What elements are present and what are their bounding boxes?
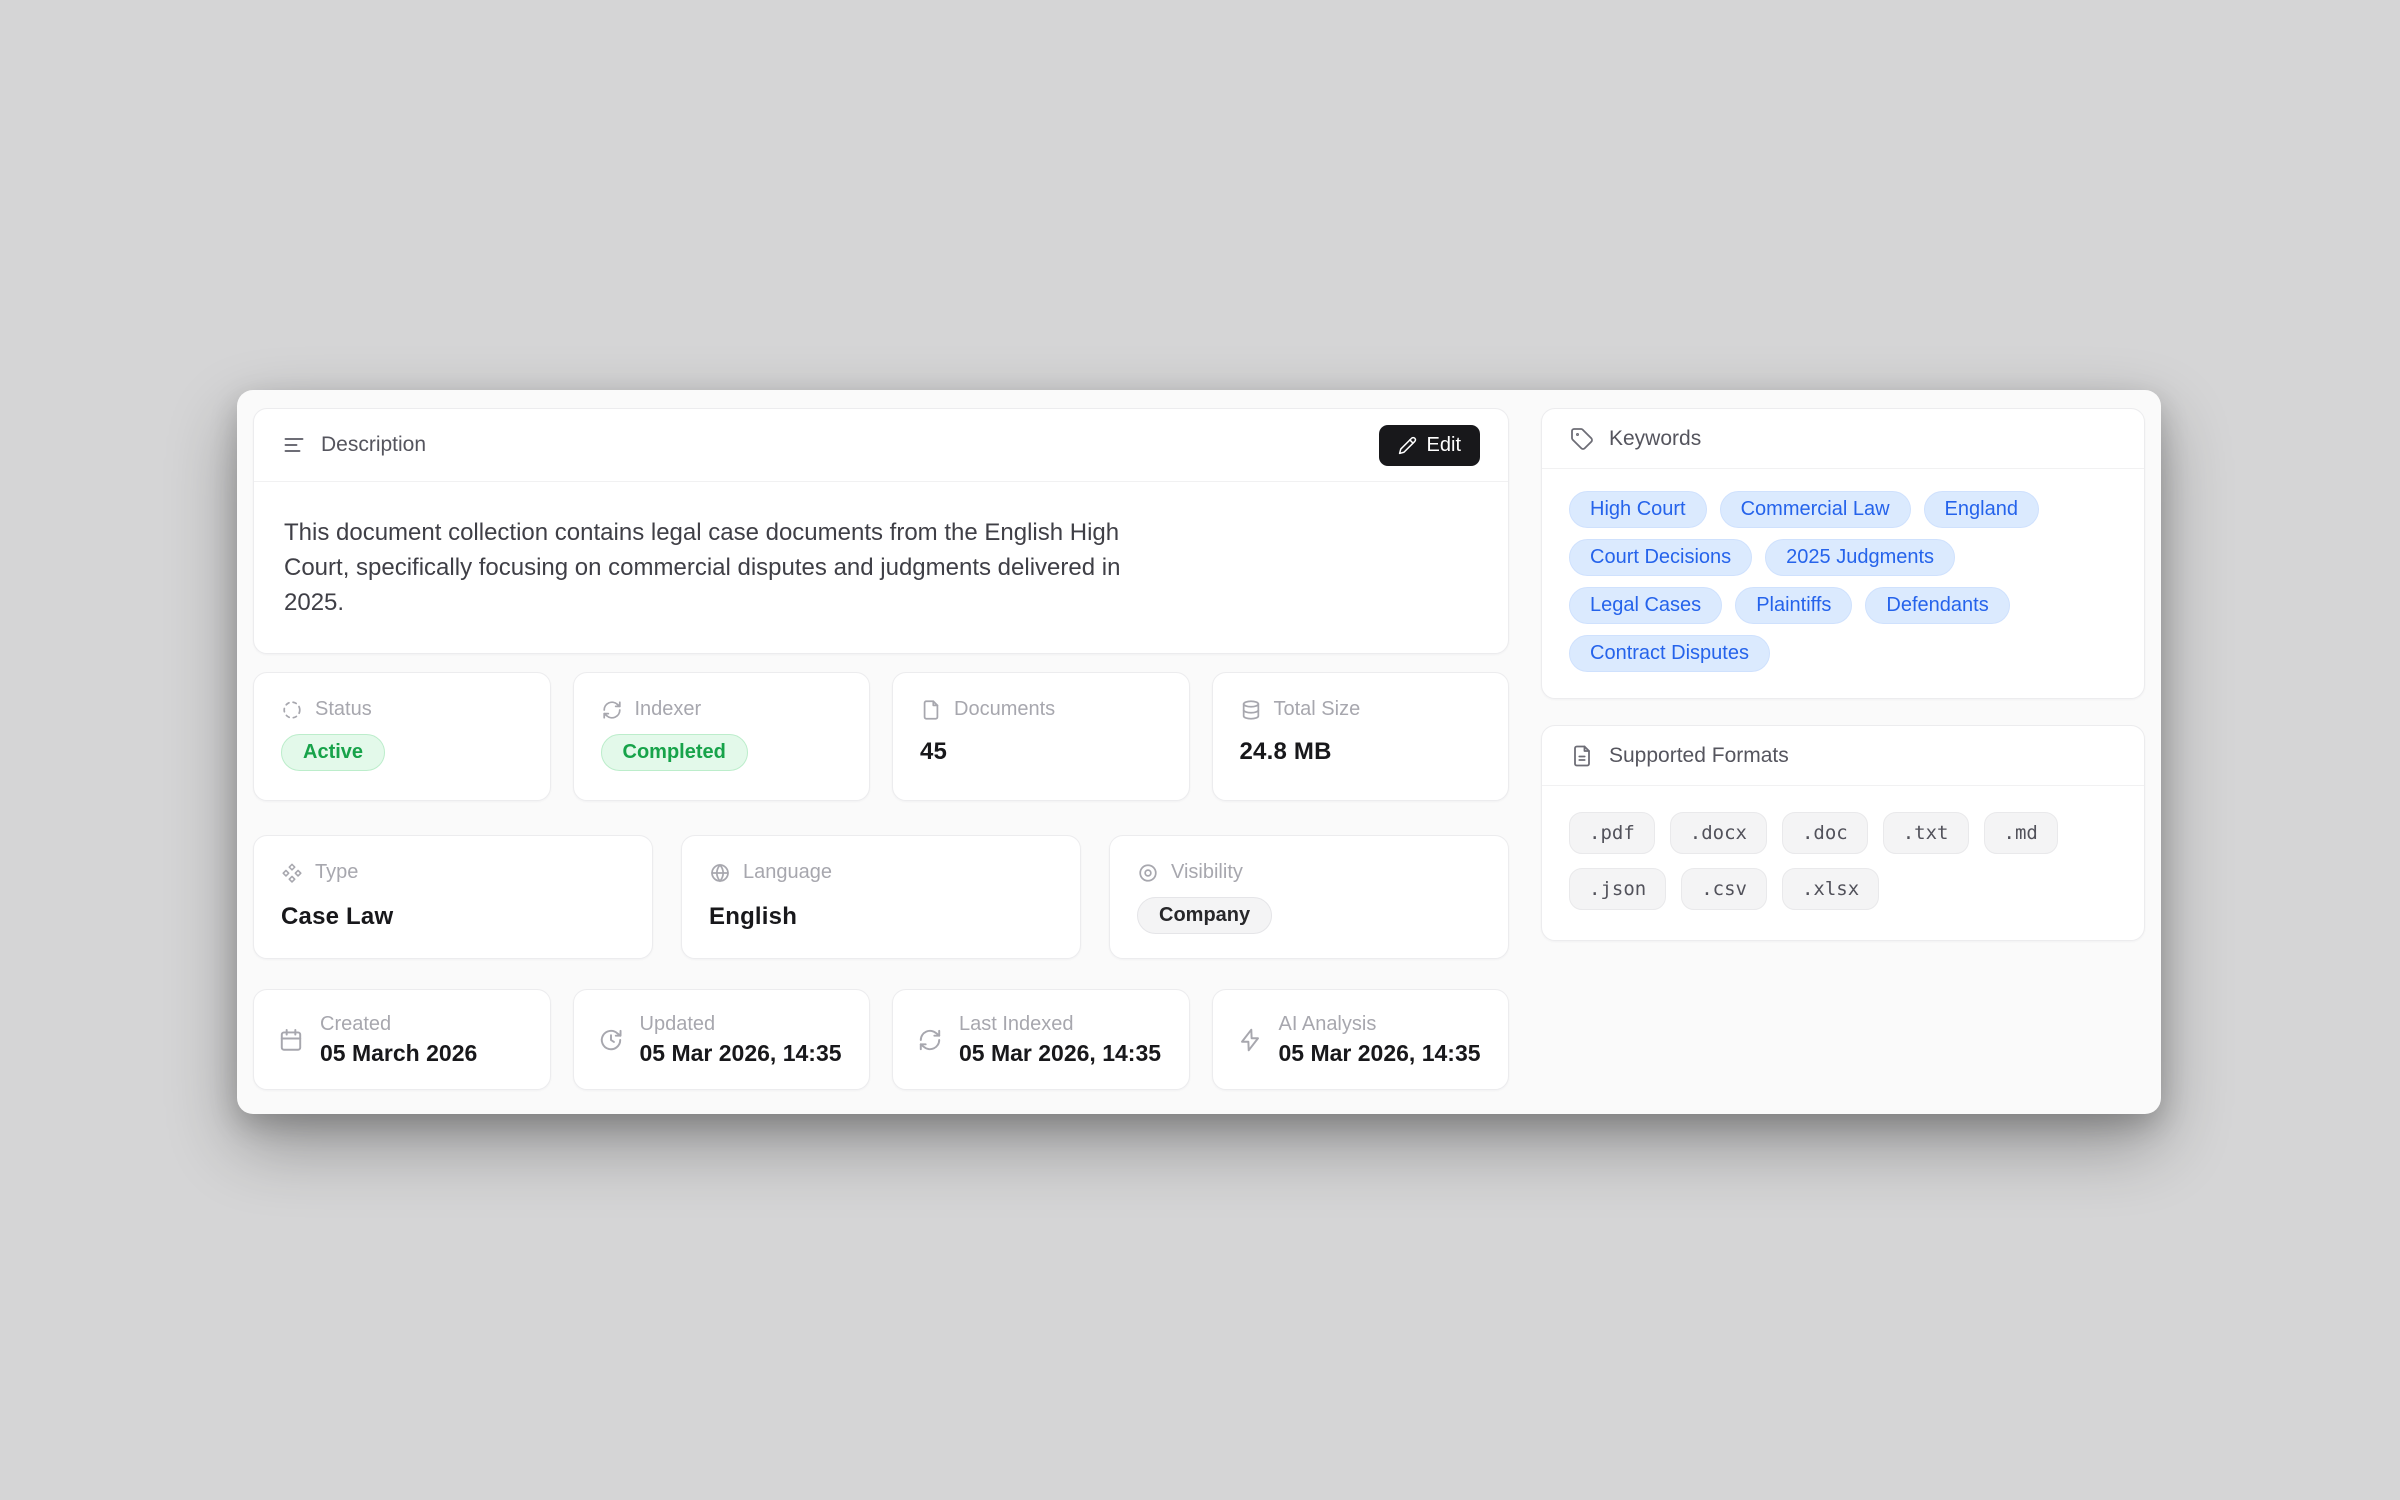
diamonds-icon: [281, 862, 303, 884]
clock-arrow-icon: [598, 1027, 624, 1053]
total-size-value: 24.8 MB: [1239, 738, 1332, 765]
globe-icon: [709, 862, 731, 884]
updated-value: 05 Mar 2026, 14:35: [639, 1039, 842, 1066]
total-size-label: Total Size: [1273, 698, 1361, 720]
collection-details-panel: Description Edit This document collectio…: [237, 390, 2161, 1114]
keywords-title: Keywords: [1609, 426, 1702, 450]
keyword-tag: Court Decisions: [1569, 539, 1753, 576]
stats-row: Status Active Indexer Completed: [253, 672, 1509, 801]
status-card: Status Active: [253, 672, 551, 801]
total-size-card: Total Size 24.8 MB: [1211, 672, 1509, 801]
format-tag: .xlsx: [1781, 868, 1880, 910]
pencil-icon: [1398, 436, 1417, 455]
refresh-icon: [917, 1027, 943, 1053]
language-value: English: [709, 903, 798, 930]
documents-card: Documents 45: [892, 672, 1190, 801]
description-body: This document collection contains legal …: [254, 482, 1508, 653]
supported-formats-title: Supported Formats: [1609, 743, 1789, 767]
file-icon: [920, 699, 942, 721]
last-indexed-card: Last Indexed 05 Mar 2026, 14:35: [892, 989, 1190, 1090]
created-label: Created: [320, 1012, 392, 1035]
keyword-tag: England: [1923, 491, 2039, 528]
description-title: Description: [321, 433, 427, 456]
format-tag: .txt: [1882, 812, 1969, 854]
description-header: Description Edit: [254, 409, 1508, 482]
updated-label: Updated: [639, 1012, 716, 1035]
last-indexed-value: 05 Mar 2026, 14:35: [959, 1039, 1162, 1066]
format-tag: .doc: [1781, 812, 1868, 854]
status-label: Status: [315, 698, 372, 720]
type-label: Type: [315, 861, 359, 883]
last-indexed-label: Last Indexed: [959, 1012, 1074, 1035]
file-text-icon: [1570, 744, 1594, 768]
concentric-circles-icon: [1137, 862, 1159, 884]
visibility-label: Visibility: [1171, 861, 1243, 883]
status-badge: Active: [281, 734, 386, 771]
attributes-row: Type Case Law Language English: [253, 835, 1509, 959]
format-tag: .csv: [1681, 868, 1767, 910]
language-label: Language: [743, 861, 832, 883]
ai-analysis-card: AI Analysis 05 Mar 2026, 14:35: [1211, 989, 1509, 1090]
type-value: Case Law: [281, 903, 394, 930]
database-icon: [1240, 699, 1262, 721]
documents-count: 45: [920, 738, 948, 765]
indexer-label: Indexer: [634, 698, 702, 720]
keyword-tag: 2025 Judgments: [1765, 539, 1956, 576]
edit-button[interactable]: Edit: [1378, 424, 1480, 466]
type-card: Type Case Law: [253, 835, 653, 959]
ai-analysis-value: 05 Mar 2026, 14:35: [1278, 1039, 1481, 1066]
keyword-tag: Legal Cases: [1569, 587, 1723, 624]
format-tag: .pdf: [1569, 812, 1655, 854]
details-column: Description Edit This document collectio…: [253, 408, 1509, 1092]
tag-icon: [1570, 427, 1594, 451]
text-lines-icon: [282, 433, 306, 457]
format-tag: .json: [1569, 868, 1667, 910]
created-card: Created 05 March 2026: [253, 989, 551, 1090]
side-column: Keywords High Court Commercial Law Engla…: [1541, 408, 2145, 1092]
timestamps-row: Created 05 March 2026 Updated 05 Mar 202…: [253, 989, 1509, 1090]
keywords-header: Keywords: [1542, 409, 2144, 469]
supported-formats-panel: Supported Formats .pdf .docx .doc .txt .…: [1541, 725, 2145, 941]
format-tag: .md: [1983, 812, 2058, 854]
calendar-icon: [278, 1027, 304, 1053]
keywords-panel: Keywords High Court Commercial Law Engla…: [1541, 408, 2145, 699]
formats-list: .pdf .docx .doc .txt .md .json .csv .xls…: [1542, 786, 2144, 940]
keyword-tag: Plaintiffs: [1735, 587, 1853, 624]
keyword-tag: High Court: [1569, 491, 1707, 528]
indexer-badge: Completed: [600, 734, 748, 771]
edit-button-label: Edit: [1426, 433, 1461, 456]
visibility-card: Visibility Company: [1109, 835, 1509, 959]
supported-formats-header: Supported Formats: [1542, 726, 2144, 786]
keyword-tag: Defendants: [1865, 587, 2010, 624]
description-card: Description Edit This document collectio…: [253, 408, 1509, 654]
ai-analysis-label: AI Analysis: [1278, 1012, 1377, 1035]
created-value: 05 March 2026: [320, 1039, 478, 1066]
lightning-bolt-icon: [1237, 1027, 1263, 1053]
refresh-icon: [601, 699, 623, 721]
keyword-tag: Contract Disputes: [1569, 635, 1770, 672]
format-tag: .docx: [1669, 812, 1767, 854]
documents-label: Documents: [954, 698, 1056, 720]
updated-card: Updated 05 Mar 2026, 14:35: [572, 989, 870, 1090]
indexer-card: Indexer Completed: [572, 672, 870, 801]
keyword-tag: Commercial Law: [1719, 491, 1911, 528]
language-card: Language English: [681, 835, 1081, 959]
keywords-list: High Court Commercial Law England Court …: [1542, 469, 2144, 698]
description-text: This document collection contains legal …: [284, 519, 1121, 616]
visibility-badge: Company: [1137, 897, 1273, 934]
dashed-circle-icon: [281, 699, 303, 721]
